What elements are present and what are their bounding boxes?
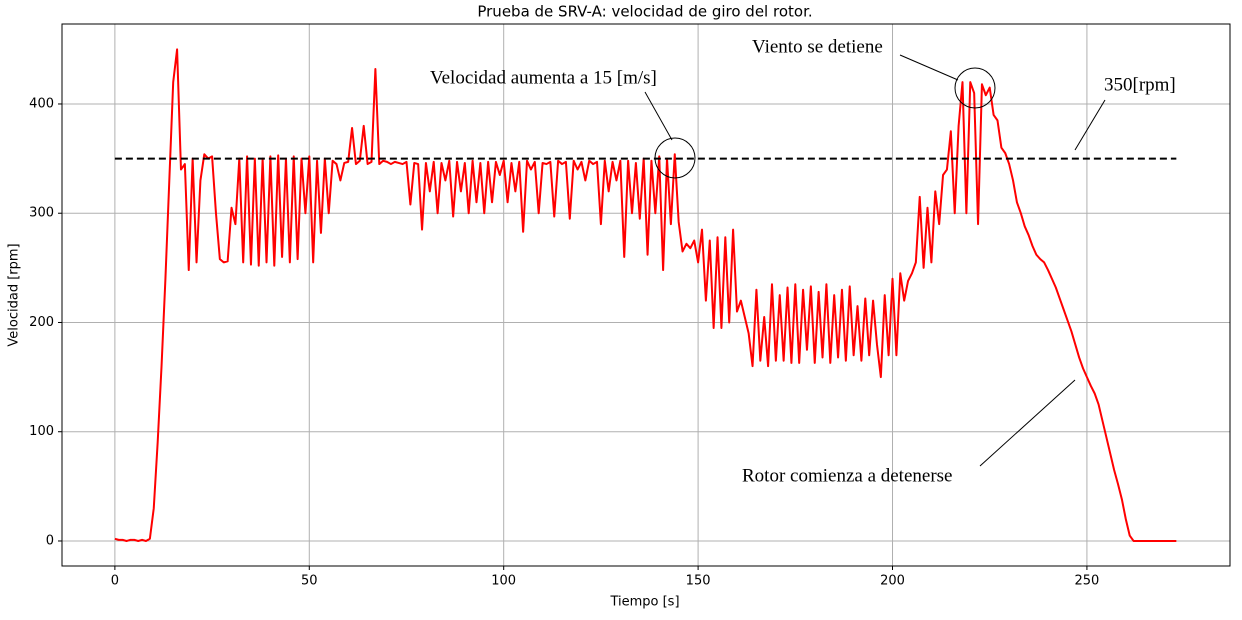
x-tick-label: 250: [1075, 574, 1100, 589]
data-line: [114, 48, 1177, 542]
x-tick-label: 150: [686, 574, 711, 589]
axes-frame: [61, 23, 1231, 567]
annotation: Rotor comienza a detenerse: [742, 465, 952, 486]
chart-title: Prueba de SRV-A: velocidad de giro del r…: [477, 3, 812, 21]
plot-area: [114, 48, 1177, 542]
annotation-arrow: [1074, 99, 1106, 151]
annotation-circle: [654, 137, 696, 179]
grid: [62, 24, 1230, 566]
x-tick-label: 50: [301, 574, 318, 589]
annotation: Viento se detiene: [752, 36, 883, 57]
y-tick-label: 0: [46, 533, 54, 548]
annotation-circle: [954, 67, 996, 109]
y-tick-label: 300: [29, 206, 54, 221]
y-tick-label: 200: [29, 315, 54, 330]
x-tick-label: 0: [111, 574, 119, 589]
annotation-arrow: [644, 91, 673, 141]
x-tick-label: 200: [880, 574, 905, 589]
y-tick-label: 100: [29, 424, 54, 439]
annotation-arrow: [899, 54, 959, 81]
annotation-arrow: [979, 379, 1076, 467]
y-tick-label: 400: [29, 96, 54, 111]
x-tick-label: 100: [491, 574, 516, 589]
annotation: 350[rpm]: [1104, 74, 1176, 95]
x-axis-label: Tiempo [s]: [609, 595, 679, 610]
y-axis-label: Velocidad [rpm]: [7, 243, 22, 346]
annotation: Velocidad aumenta a 15 [m/s]: [430, 67, 657, 88]
